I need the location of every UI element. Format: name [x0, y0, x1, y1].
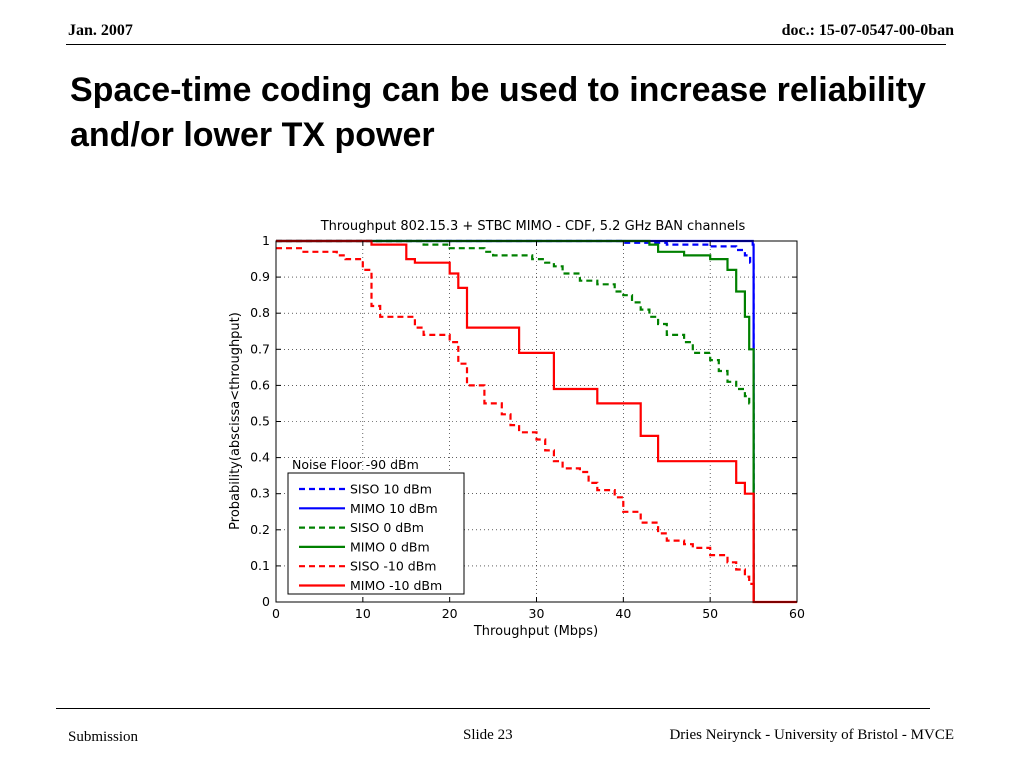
- footer-submission: Submission: [68, 729, 139, 745]
- y-tick-label: 0.6: [250, 377, 270, 392]
- legend-label-1: MIMO 10 dBm: [350, 501, 438, 516]
- y-tick-label: 0.4: [250, 450, 270, 465]
- series-line-5: [276, 239, 797, 604]
- y-tick-label: 0: [262, 594, 270, 609]
- x-axis-label: Throughput (Mbps): [473, 624, 598, 639]
- x-tick-label: 20: [442, 606, 458, 621]
- y-tick-label: 0.3: [250, 486, 270, 501]
- y-tick-label: 0.7: [250, 341, 270, 356]
- header-doc-id: doc.: 15-07-0547-00-0ban: [781, 22, 954, 39]
- x-tick-label: 40: [615, 606, 631, 621]
- legend-entries: SISO 10 dBm MIMO 10 dBm SISO 0 dBm MIMO 0 d…: [299, 482, 442, 593]
- series-layer: [276, 239, 797, 604]
- legend-label-5: MIMO -10 dBm: [350, 578, 442, 593]
- legend-label-0: SISO 10 dBm: [350, 482, 432, 497]
- y-axis-label: Probability(abscissa<throughput): [228, 312, 243, 530]
- x-tick-label: 30: [529, 606, 545, 621]
- header-rule: [66, 44, 946, 45]
- series-line-4: [276, 247, 755, 602]
- y-tick-label: 0.2: [250, 522, 270, 537]
- x-tick-label: 50: [702, 606, 718, 621]
- slide-title: Space-time coding can be used to increas…: [70, 71, 926, 154]
- y-tick-label: 1: [262, 233, 270, 248]
- grid-lines: [276, 241, 797, 602]
- y-tick-label: 0.9: [250, 269, 270, 284]
- series-line-3: [276, 239, 755, 602]
- legend-box: [287, 472, 465, 595]
- legend: Noise Floor -90 dBm SISO 10 dBm MIMO 10 d…: [287, 457, 465, 595]
- y-tick-label: 0.8: [250, 305, 270, 320]
- axis-ticks: 0 10 20 30 40 50 60 0 0.1 0.2 0.3 0.4 0.5 0.6 0.7 0.8 0.…: [250, 233, 805, 621]
- legend-label-2: SISO 0 dBm: [350, 520, 424, 535]
- footer-slide-number: Slide 23: [463, 727, 513, 743]
- legend-label-3: MIMO 0 dBm: [350, 539, 430, 554]
- x-tick-label: 60: [789, 606, 805, 621]
- x-tick-label: 0: [272, 606, 280, 621]
- chart-title: Throughput 802.15.3 + STBC MIMO - CDF, 5…: [320, 219, 746, 234]
- x-tick-label: 10: [355, 606, 371, 621]
- header-date: Jan. 2007: [68, 22, 133, 39]
- series-line-2: [276, 239, 755, 602]
- legend-title: Noise Floor -90 dBm: [292, 457, 419, 472]
- series-line-0: [276, 239, 755, 602]
- y-tick-label: 0.5: [250, 414, 270, 429]
- footer-rule: [56, 708, 930, 709]
- y-tick-label: 0.1: [250, 558, 270, 573]
- throughput-cdf-chart: Throughput 802.15.3 + STBC MIMO - CDF, 5…: [228, 219, 805, 639]
- footer-author: Dries Neirynck - University of Bristol -…: [669, 727, 954, 743]
- legend-label-4: SISO -10 dBm: [350, 559, 436, 574]
